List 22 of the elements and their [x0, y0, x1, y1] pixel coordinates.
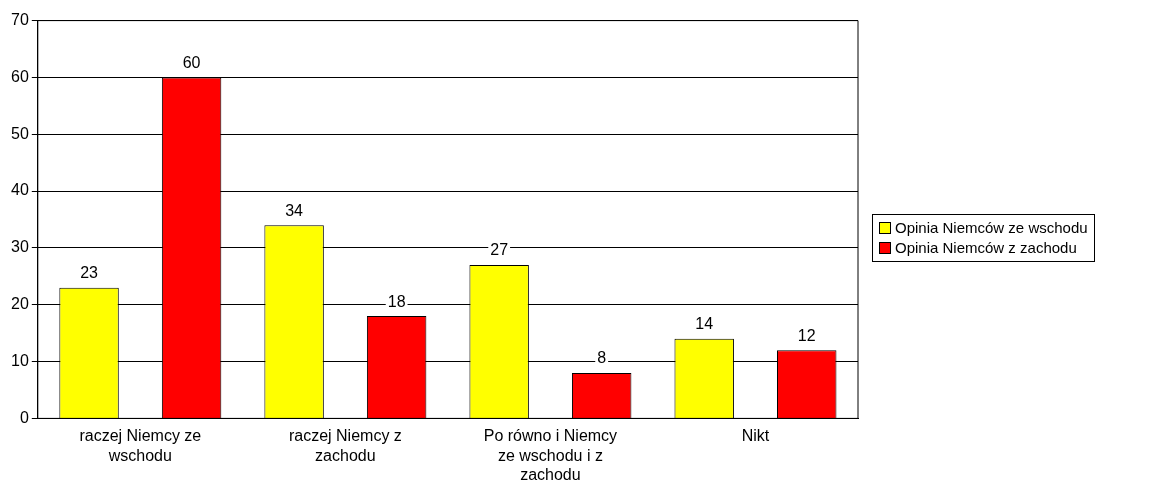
y-tick-label: 40	[11, 181, 29, 199]
y-tick-label: 20	[11, 295, 29, 313]
legend-label: Opinia Niemców z zachodu	[895, 238, 1077, 258]
y-tick-label: 0	[19, 408, 29, 426]
data-label: 18	[387, 292, 406, 310]
y-tick-label: 50	[11, 124, 29, 142]
legend-label: Opinia Niemców ze wschodu	[895, 218, 1088, 238]
data-label: 14	[695, 315, 714, 333]
y-tick-label: 70	[11, 11, 29, 29]
y-tick-label: 60	[11, 67, 29, 85]
data-label: 34	[285, 201, 304, 219]
x-tick-label: raczej Niemcy ze wschodu	[79, 427, 202, 464]
data-label: 23	[80, 264, 99, 282]
x-tick-label: raczej Niemcy z zachodu	[288, 427, 402, 464]
y-tick-label: 10	[11, 351, 29, 369]
x-tick-label: Po równo i Niemcy ze wschodu i z zachodu	[483, 427, 618, 483]
data-label: 12	[797, 326, 816, 344]
y-tick-label: 30	[11, 238, 29, 256]
data-label: 27	[490, 241, 509, 259]
data-label: 60	[182, 53, 201, 71]
x-tick-label: Nikt	[741, 427, 770, 445]
data-label: 8	[597, 349, 607, 367]
